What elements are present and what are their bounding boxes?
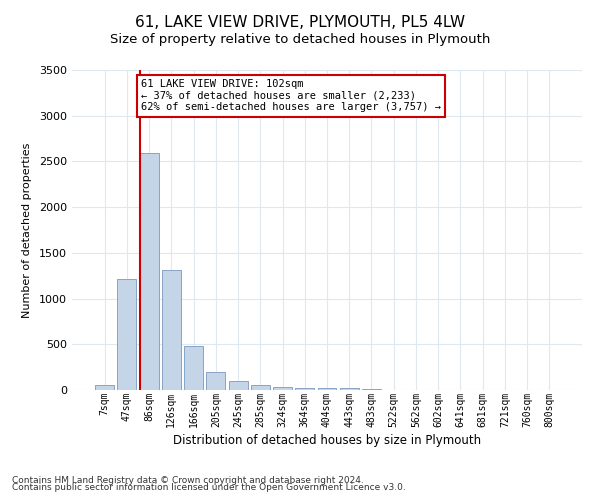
Bar xyxy=(184,346,203,390)
Bar xyxy=(362,388,381,390)
Y-axis label: Number of detached properties: Number of detached properties xyxy=(22,142,32,318)
Bar xyxy=(206,372,225,390)
Bar xyxy=(295,388,314,390)
Text: Contains public sector information licensed under the Open Government Licence v3: Contains public sector information licen… xyxy=(12,484,406,492)
X-axis label: Distribution of detached houses by size in Plymouth: Distribution of detached houses by size … xyxy=(173,434,481,446)
Text: 61, LAKE VIEW DRIVE, PLYMOUTH, PL5 4LW: 61, LAKE VIEW DRIVE, PLYMOUTH, PL5 4LW xyxy=(135,15,465,30)
Bar xyxy=(118,280,136,390)
Bar xyxy=(162,270,181,390)
Bar xyxy=(251,385,270,390)
Text: 61 LAKE VIEW DRIVE: 102sqm
← 37% of detached houses are smaller (2,233)
62% of s: 61 LAKE VIEW DRIVE: 102sqm ← 37% of deta… xyxy=(141,79,441,112)
Bar xyxy=(317,388,337,390)
Bar xyxy=(95,386,114,390)
Bar xyxy=(140,153,158,390)
Bar xyxy=(340,388,359,390)
Bar xyxy=(273,388,292,390)
Bar xyxy=(229,381,248,390)
Text: Size of property relative to detached houses in Plymouth: Size of property relative to detached ho… xyxy=(110,32,490,46)
Text: Contains HM Land Registry data © Crown copyright and database right 2024.: Contains HM Land Registry data © Crown c… xyxy=(12,476,364,485)
